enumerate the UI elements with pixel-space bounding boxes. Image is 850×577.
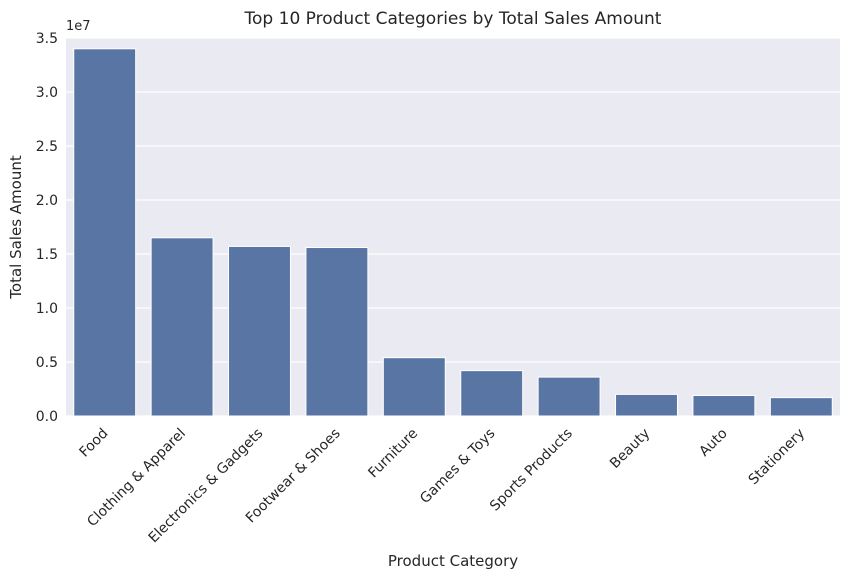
x-tick-label: Beauty [607,426,653,472]
x-tick-label: Stationery [746,426,809,489]
bar [692,394,756,417]
bars [73,48,833,417]
bar [382,357,446,417]
x-tick-label: Furniture [365,426,421,482]
y-offset-label: 1e7 [66,19,91,34]
y-tick-label: 3.0 [36,85,58,101]
y-tick-label: 1.5 [36,247,58,263]
x-tick-label: Auto [696,426,730,460]
y-axis-label: Total Sales Amount [7,155,25,300]
y-tick-label: 0.5 [36,355,58,371]
bar [305,247,369,417]
y-tick-label: 1.0 [36,301,58,317]
y-tick-label: 2.0 [36,193,58,209]
x-axis-label: Product Category [388,552,518,570]
bar [537,376,601,417]
chart-title: Top 10 Product Categories by Total Sales… [244,9,662,29]
bar [769,397,833,417]
x-tick-label: Food [76,426,111,461]
y-tick-labels: 0.0 0.5 1.0 1.5 2.0 2.5 3.0 3.5 [36,31,58,425]
bar [228,245,291,417]
y-tick-label: 3.5 [36,31,58,47]
y-tick-label: 2.5 [36,139,58,155]
x-tick-label: Games & Toys [417,426,498,507]
bar [615,393,678,417]
bar [150,237,214,417]
y-tick-label: 0.0 [36,409,58,425]
bar [460,370,524,417]
bar [73,48,137,417]
x-tick-label: Sports Products [487,426,576,515]
